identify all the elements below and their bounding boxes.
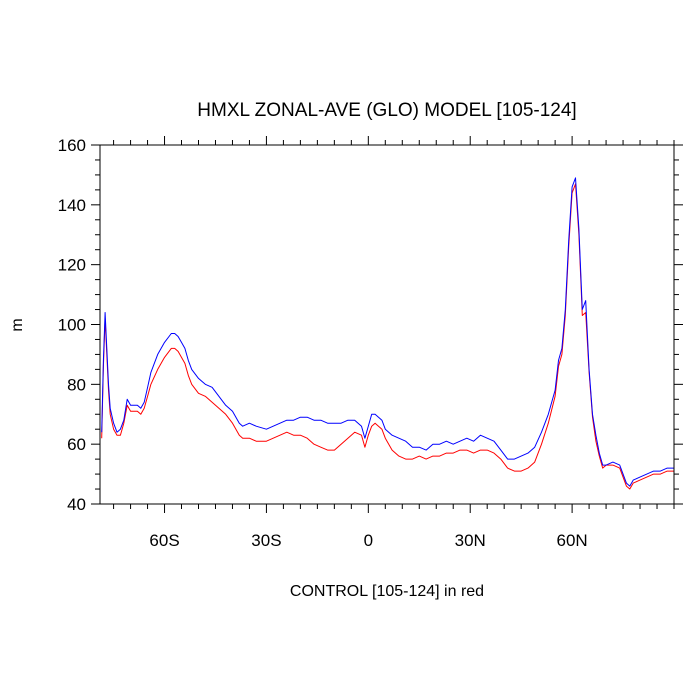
axis-ticks: 40 60 80 100 120 140 160 60S 30S 0 30N 60N bbox=[58, 136, 683, 550]
series-layer bbox=[101, 177, 674, 490]
plot-frame bbox=[99, 144, 675, 505]
y-tick-label: 40 bbox=[67, 495, 86, 514]
x-tick-label: 30S bbox=[251, 531, 281, 550]
y-axis-label: m bbox=[9, 318, 26, 331]
y-tick-label: 80 bbox=[67, 375, 86, 394]
x-axis-label: CONTROL [105-124] in red bbox=[290, 583, 484, 600]
control-series-line bbox=[101, 183, 674, 490]
y-tick-label: 140 bbox=[58, 196, 86, 215]
y-tick-label: 160 bbox=[58, 136, 86, 155]
y-tick-label: 100 bbox=[58, 316, 86, 335]
model-series-line bbox=[101, 177, 674, 487]
x-tick-label: 60S bbox=[149, 531, 179, 550]
x-tick-label: 0 bbox=[364, 531, 373, 550]
chart-title: HMXL ZONAL-AVE (GLO) MODEL [105-124] bbox=[197, 100, 576, 121]
x-tick-label: 60N bbox=[557, 531, 588, 550]
x-tick-label: 30N bbox=[455, 531, 486, 550]
y-tick-label: 120 bbox=[58, 256, 86, 275]
y-tick-label: 60 bbox=[67, 435, 86, 454]
